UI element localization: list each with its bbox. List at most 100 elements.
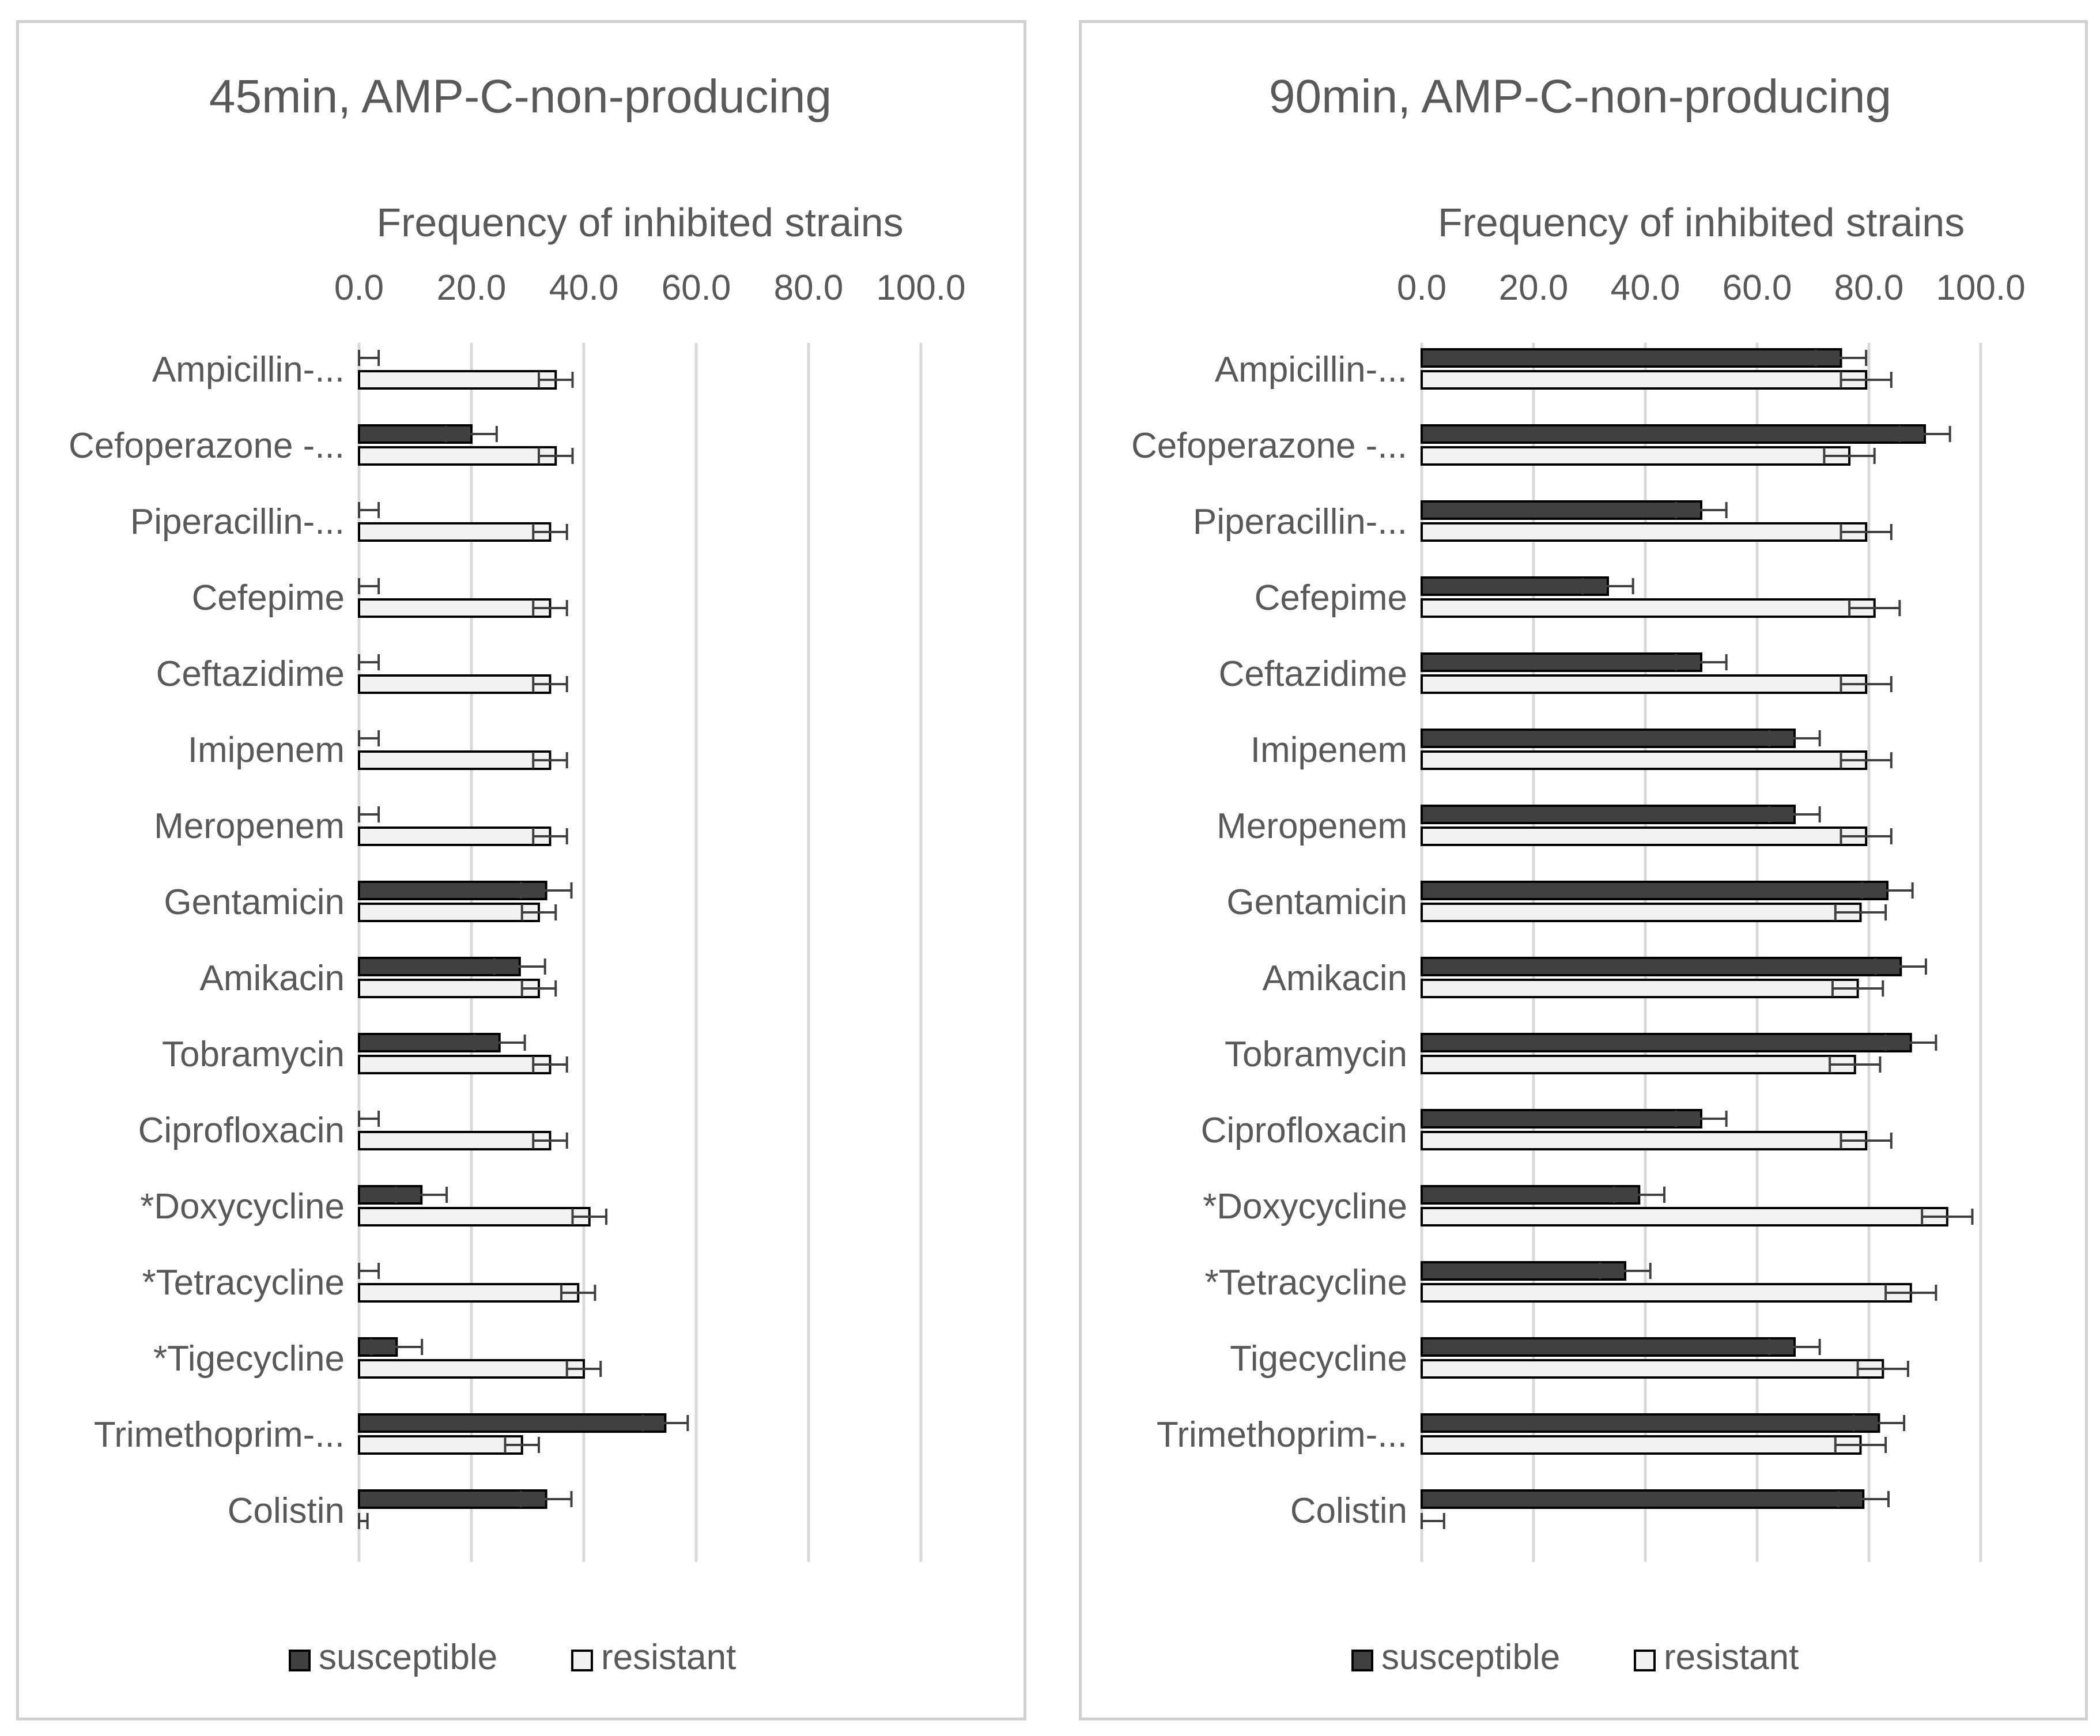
bar-resistant [358, 903, 540, 922]
category-label: Trimethoprim-... [1157, 1415, 1407, 1455]
category-label: Ampicillin-... [1215, 350, 1407, 390]
bar-resistant [1421, 1283, 1912, 1303]
category-label: *Doxycycline [140, 1187, 345, 1226]
category-label: Imipenem [188, 730, 345, 770]
category-label: Cefoperazone -... [69, 426, 345, 466]
x-tick-label: 60.0 [1723, 268, 1792, 308]
bar-resistant [358, 1435, 523, 1455]
bar-resistant [1421, 1359, 1884, 1379]
bar-susceptible [1421, 576, 1610, 596]
chart-title: 90min, AMP-C-non-producing [1269, 70, 1891, 123]
category-label: Meropenem [1217, 806, 1407, 846]
category-label: Amikacin [199, 958, 345, 998]
bar-susceptible [1421, 1413, 1880, 1433]
bar-resistant [1421, 522, 1868, 542]
legend-label-resistant: resistant [1664, 1637, 1799, 1677]
legend-label-susceptible: susceptible [1381, 1637, 1560, 1677]
category-label: Amikacin [1262, 958, 1407, 998]
legend-swatch-susceptible [1351, 1650, 1373, 1671]
category-label: Colistin [1290, 1491, 1407, 1531]
bar-resistant [358, 370, 557, 390]
bar-susceptible [358, 1489, 547, 1509]
x-axis-title: Frequency of inhibited strains [376, 200, 903, 245]
category-label: Gentamicin [1226, 882, 1407, 922]
legend-swatch-susceptible [289, 1650, 311, 1671]
bar-susceptible [1421, 881, 1889, 900]
bar-susceptible [1421, 1185, 1641, 1205]
category-label: Tobramycin [162, 1035, 345, 1074]
bar-resistant [1421, 674, 1868, 694]
bar-susceptible [1421, 957, 1902, 976]
bar-susceptible [358, 1413, 667, 1433]
category-label: Imipenem [1251, 730, 1407, 770]
bar-resistant [358, 1207, 591, 1226]
category-label: Tobramycin [1225, 1035, 1407, 1074]
category-label: Ceftazidime [1219, 654, 1407, 694]
bar-resistant [1421, 370, 1868, 390]
bar-resistant [358, 1359, 585, 1379]
category-label: Ceftazidime [156, 654, 345, 694]
bar-resistant [1421, 1131, 1868, 1150]
bar-resistant [1421, 903, 1862, 922]
x-tick-label: 100.0 [876, 268, 965, 308]
bar-resistant [358, 446, 557, 466]
chart-panel-90min: 90min, AMP-C-non-producing Frequency of i… [1079, 20, 2088, 1720]
category-label: Ciprofloxacin [138, 1111, 345, 1150]
x-tick-label: 40.0 [1611, 268, 1680, 308]
bar-susceptible [358, 957, 521, 976]
bar-susceptible [1421, 805, 1796, 824]
bar-resistant [1421, 1435, 1862, 1455]
bar-resistant [358, 598, 552, 618]
category-label: Cefepime [1255, 578, 1407, 618]
bar-resistant [1421, 1207, 1948, 1226]
category-label: Ciprofloxacin [1201, 1111, 1407, 1150]
bar-susceptible [358, 881, 547, 900]
x-tick-label: 0.0 [1397, 268, 1446, 308]
x-tick-label: 100.0 [1936, 268, 2025, 308]
bar-resistant [358, 1131, 552, 1150]
category-label: Cefepime [192, 578, 345, 618]
x-tick-label: 20.0 [437, 268, 507, 308]
category-label: Ampicillin-... [152, 350, 345, 390]
bar-susceptible [1421, 1489, 1865, 1509]
x-axis-title: Frequency of inhibited strains [1438, 200, 1965, 245]
legend-swatch-resistant [1634, 1650, 1656, 1671]
legend-label-resistant: resistant [601, 1637, 736, 1677]
bar-resistant [358, 827, 552, 846]
bar-resistant [358, 750, 552, 770]
category-label: *Tigecycline [153, 1339, 345, 1379]
x-tick-label: 60.0 [662, 268, 731, 308]
chart-45min: 45min, AMP-C-non-producing Frequency of i… [69, 70, 966, 1677]
category-label: Meropenem [154, 806, 345, 846]
category-label: Tigecycline [1230, 1339, 1407, 1379]
chart-90min: 90min, AMP-C-non-producing Frequency of i… [1131, 70, 2026, 1677]
legend-swatch-resistant [571, 1650, 593, 1671]
bar-resistant [1421, 446, 1851, 466]
category-label: Colistin [228, 1491, 345, 1531]
bar-susceptible [1421, 1109, 1702, 1129]
category-label: Gentamicin [164, 882, 345, 922]
x-tick-label: 40.0 [549, 268, 619, 308]
x-tick-label: 20.0 [1499, 268, 1569, 308]
bar-susceptible [1421, 729, 1796, 748]
bar-resistant [358, 1283, 580, 1303]
bar-susceptible [1421, 348, 1842, 368]
bar-resistant [358, 522, 552, 542]
legend-label-susceptible: susceptible [319, 1637, 497, 1677]
chart-title: 45min, AMP-C-non-producing [209, 70, 832, 123]
chart-panel-45min: 45min, AMP-C-non-producing Frequency of i… [16, 20, 1026, 1720]
x-tick-label: 0.0 [334, 268, 384, 308]
bar-susceptible [1421, 424, 1926, 444]
category-label: *Doxycycline [1203, 1187, 1407, 1226]
bar-resistant [358, 979, 540, 998]
category-label: Trimethoprim-... [94, 1415, 345, 1455]
category-label: *Tetracycline [142, 1263, 345, 1303]
bar-resistant [1421, 1055, 1856, 1074]
x-tick-label: 80.0 [774, 268, 844, 308]
bar-susceptible [1421, 1033, 1912, 1052]
bar-resistant [358, 1055, 552, 1074]
bar-resistant [1421, 598, 1876, 618]
bar-resistant [1421, 979, 1859, 998]
bar-susceptible [1421, 1261, 1627, 1281]
bar-susceptible [1421, 652, 1702, 672]
